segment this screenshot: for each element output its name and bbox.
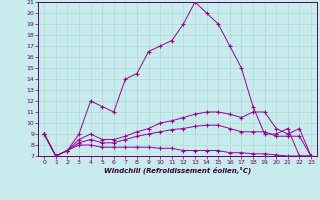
- X-axis label: Windchill (Refroidissement éolien,°C): Windchill (Refroidissement éolien,°C): [104, 167, 251, 174]
